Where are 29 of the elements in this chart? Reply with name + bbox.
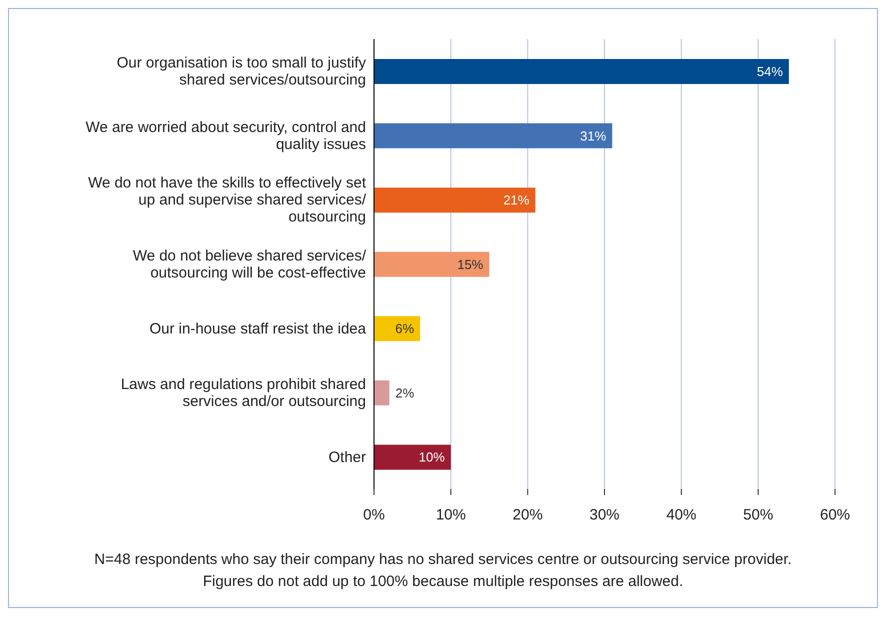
x-tick-label: 0% [363, 506, 385, 524]
bar [374, 188, 536, 213]
bar [374, 59, 789, 84]
y-tick-label: Laws and regulations prohibit shared services and/or outsourcing [120, 376, 366, 410]
data-label: 10% [418, 450, 446, 465]
y-tick-label: We are worried about security, control and quality issues [86, 118, 366, 152]
y-tick-label: We do not have the skills to effectively set up and supervise shared services/ outsourcing [88, 174, 367, 226]
x-tick-label: 50% [743, 506, 774, 524]
x-tick-label: 30% [589, 506, 620, 524]
x-tick-label: 40% [666, 506, 696, 524]
data-label: 6% [395, 321, 415, 336]
bar [374, 316, 420, 342]
x-tick-label: 60% [820, 506, 850, 524]
y-tick-label: Other [328, 448, 366, 466]
x-tick-label: 10% [436, 506, 466, 524]
y-tick-label: Our in-house staff resist the idea [149, 320, 367, 337]
x-tick-label: 20% [512, 506, 543, 524]
y-tick-label: We do not believe shared services/ outsourcing will be cost-effective [132, 247, 367, 281]
data-label: 21% [503, 192, 530, 208]
bar [374, 252, 490, 277]
y-tick-label: Our organisation is too small to justify shared services/outsourcing [116, 54, 366, 88]
bar [374, 444, 451, 470]
bar [374, 123, 612, 148]
data-label: 15% [457, 256, 484, 272]
data-label: 2% [395, 385, 415, 400]
data-label: 54% [756, 64, 784, 79]
data-label: 31% [580, 128, 607, 144]
text: N=48 respondents who say their company has no shared services centre or outsourcing service provider. Figures do not add up to 100% because multiple responses are allowed. [93, 550, 793, 592]
bar [374, 380, 390, 406]
